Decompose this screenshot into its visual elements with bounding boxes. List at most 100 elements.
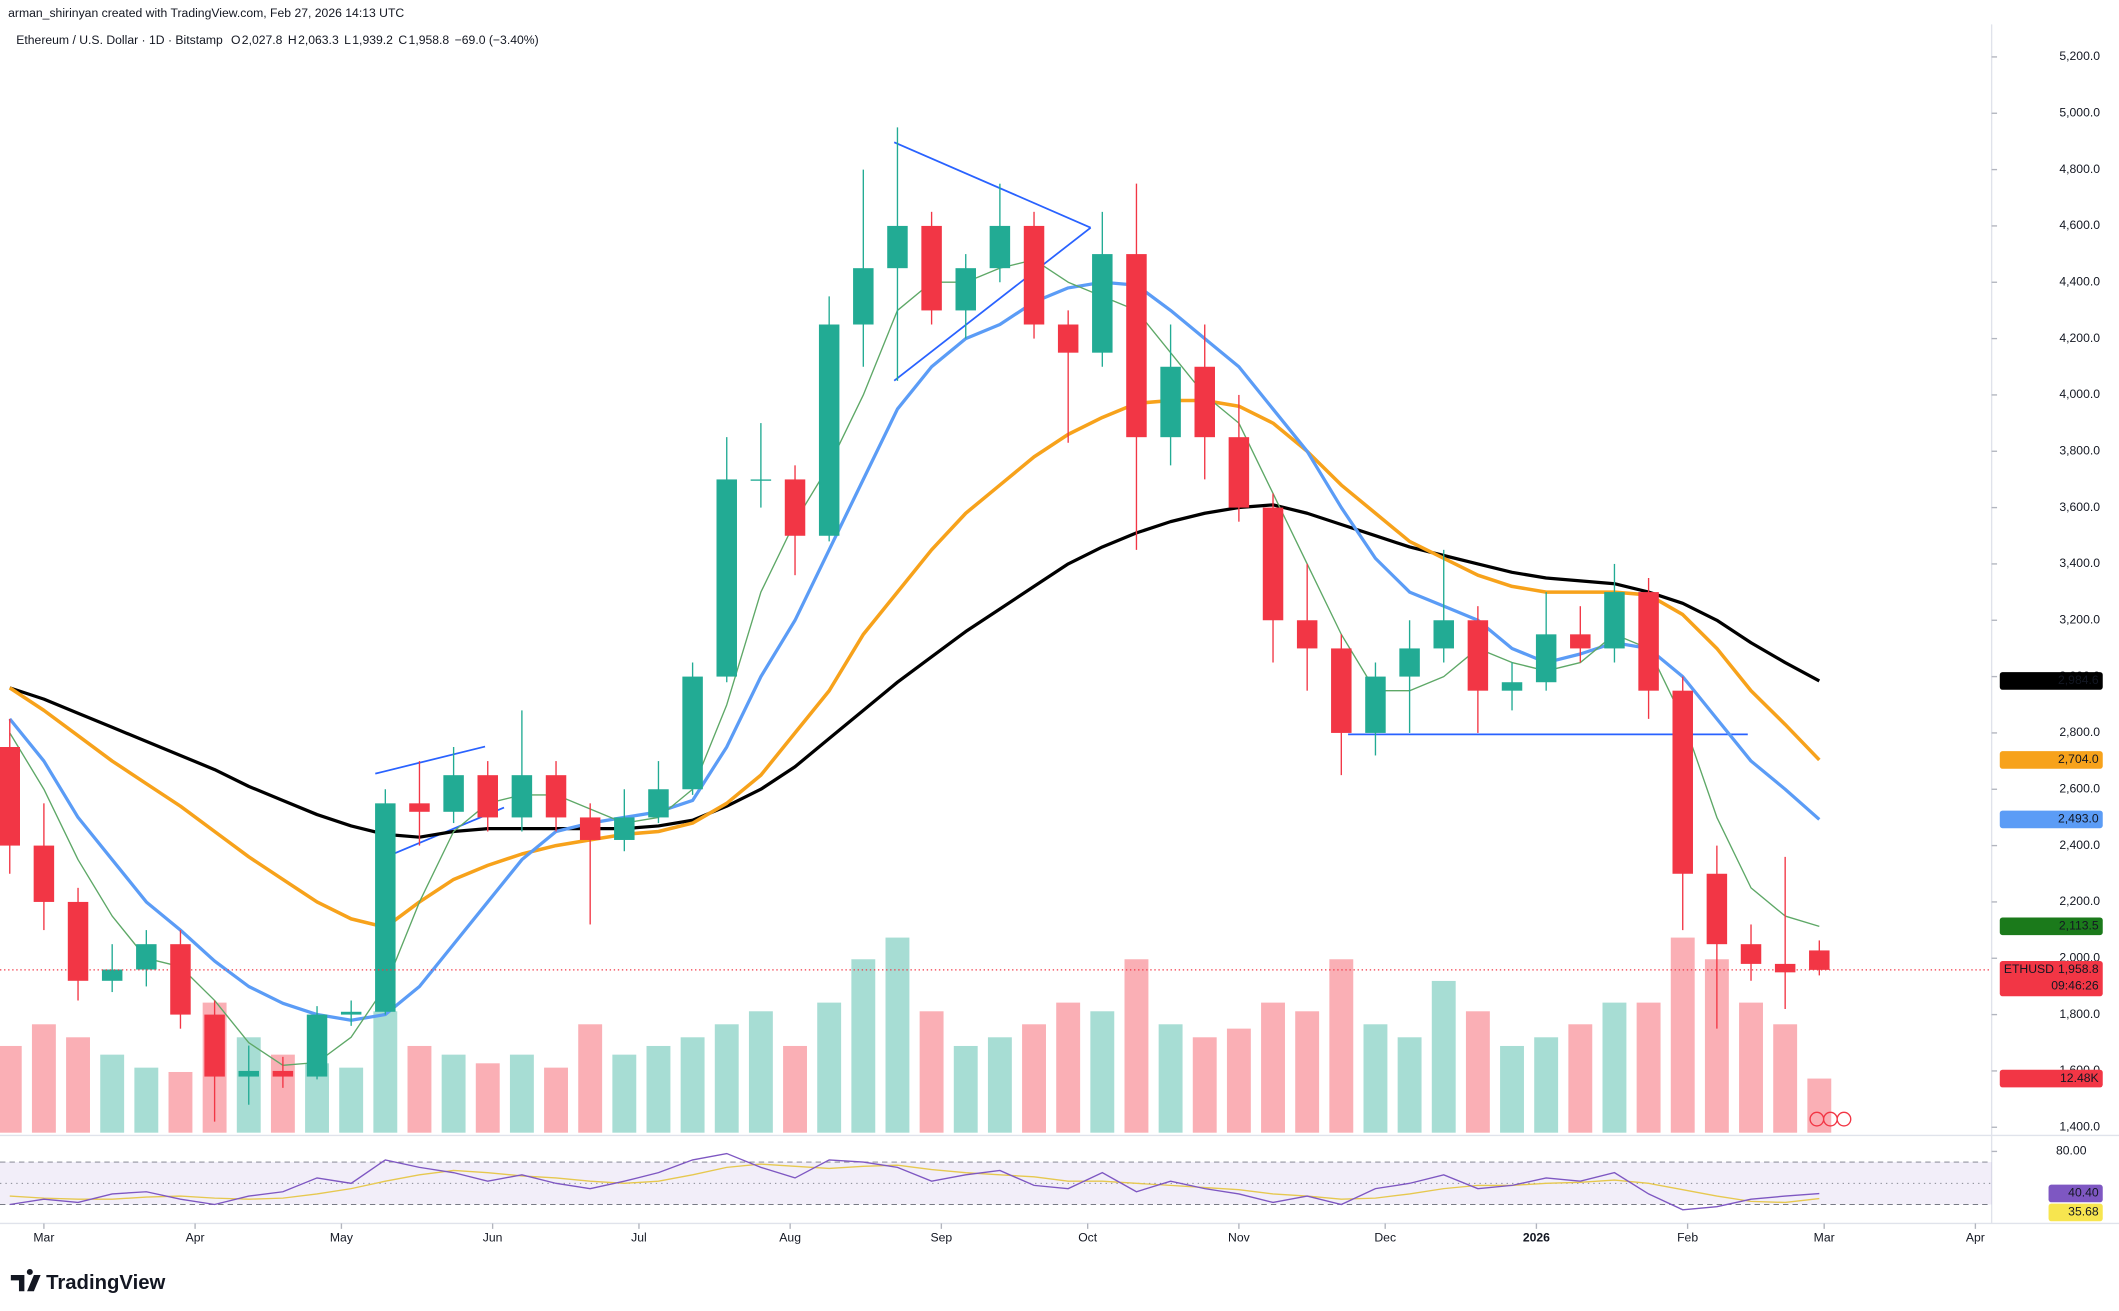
- ohlc-value: 2,063.3: [298, 33, 339, 47]
- candle-body: [887, 225, 908, 269]
- candle-body: [443, 775, 464, 812]
- y-tick-label: 5,200.0: [2059, 49, 2100, 63]
- volume-bar: [987, 1037, 1012, 1133]
- countdown: 09:46:26: [2051, 978, 2099, 992]
- last-price-label: 1,958.8: [2058, 962, 2099, 976]
- candle-body: [818, 324, 840, 536]
- candle-body: [238, 1070, 259, 1077]
- candle-body: [1672, 690, 1693, 874]
- volume-tag-label: 12.48K: [2060, 1071, 2099, 1085]
- price-tag-label: 2,704.0: [2058, 752, 2099, 766]
- x-tick-label: Mar: [1814, 1231, 1835, 1245]
- volume-bar: [1192, 1037, 1217, 1133]
- volume-bar: [646, 1045, 671, 1133]
- price-tag-label: 2,113.5: [2059, 919, 2099, 933]
- candle-body: [306, 1014, 328, 1077]
- trend-line: [893, 226, 1092, 382]
- candle-body: [545, 775, 567, 818]
- candle-body: [1296, 620, 1318, 649]
- candle-body: [1331, 648, 1352, 733]
- ohlc-key: O: [231, 33, 240, 47]
- candle-body: [1638, 592, 1659, 691]
- candle-body: [375, 803, 396, 1012]
- volume-bar: [1226, 1028, 1251, 1133]
- x-tick-label: Nov: [1228, 1231, 1251, 1245]
- last-price-tag: [1999, 961, 2103, 997]
- y-tick-label: 4,000.0: [2059, 387, 2100, 401]
- volume-bar: [1807, 1078, 1832, 1133]
- x-tick-label: Apr: [186, 1231, 205, 1245]
- price-tag-label: 2,984.6: [2058, 673, 2099, 687]
- volume-bar: [953, 1045, 978, 1133]
- x-tick-label: 2026: [1523, 1231, 1550, 1245]
- volume-bar: [0, 1045, 22, 1133]
- candle-body: [1501, 682, 1523, 691]
- candle-body: [0, 747, 20, 846]
- x-tick-label: Oct: [1078, 1231, 1098, 1245]
- volume-bar: [1261, 1002, 1285, 1133]
- candle-body: [477, 775, 498, 818]
- x-tick-label: Dec: [1374, 1231, 1396, 1245]
- candle-body: [33, 845, 55, 902]
- candle-body: [1160, 366, 1181, 438]
- candle-body: [750, 479, 772, 481]
- volume-bar: [1739, 1002, 1763, 1133]
- x-tick-label: May: [330, 1231, 354, 1245]
- rsi-ma: [9, 1163, 1820, 1204]
- candle-body: [1262, 507, 1284, 621]
- volume-bar: [1295, 1011, 1320, 1133]
- candle-body: [409, 803, 430, 812]
- volume-bar: [100, 1054, 125, 1133]
- x-tick-label: Sep: [931, 1231, 953, 1245]
- event-icon: [1836, 1111, 1852, 1127]
- candle-body: [579, 817, 601, 840]
- y-tick-label: 1,800.0: [2059, 1007, 2100, 1021]
- candle-body: [1604, 592, 1625, 649]
- volume-bar: [1704, 959, 1729, 1133]
- volume-bar: [1773, 1024, 1798, 1133]
- moving-average: [8, 280, 1821, 1022]
- volume-bar: [1090, 1011, 1115, 1133]
- y-tick-label: 2,600.0: [2059, 781, 2100, 795]
- candle-body: [1092, 254, 1113, 353]
- y-tick-label: 4,600.0: [2059, 218, 2100, 232]
- candle-body: [1740, 944, 1762, 964]
- volume-bar: [1329, 959, 1354, 1133]
- candle-body: [170, 944, 191, 1015]
- y-tick-label: 2,800.0: [2059, 725, 2100, 739]
- ohlc-key: C: [398, 33, 407, 47]
- volume-bar: [1158, 1024, 1183, 1133]
- y-tick-label: 2,400.0: [2059, 838, 2100, 852]
- candle-body: [1194, 366, 1215, 438]
- volume-bar: [885, 937, 910, 1133]
- candle-body: [1228, 437, 1250, 508]
- x-tick-label: Jul: [631, 1231, 647, 1245]
- volume-bar: [66, 1037, 90, 1133]
- candle-body: [1809, 950, 1830, 970]
- volume-bar: [1534, 1037, 1559, 1133]
- ohlc-value: 1,939.2: [352, 33, 393, 47]
- candle-body: [989, 225, 1011, 269]
- candle-body: [1057, 324, 1079, 353]
- volume-tag: [1999, 1069, 2103, 1088]
- moving-average: [9, 503, 1821, 839]
- event-icons: [1809, 1111, 1852, 1127]
- ohlc-key: H: [288, 33, 297, 47]
- x-tick-label: Aug: [779, 1231, 801, 1245]
- volume-bar: [509, 1054, 534, 1133]
- volume-bar: [748, 1011, 773, 1133]
- credit: arman_shirinyan created with TradingView…: [8, 6, 404, 20]
- candle-body: [340, 1011, 362, 1015]
- ohlc-value: 1,958.8: [409, 33, 450, 47]
- volume-bar: [783, 1045, 807, 1133]
- candle-body: [682, 676, 703, 790]
- candle-body: [784, 479, 806, 536]
- volume-bar: [1465, 1011, 1490, 1133]
- y-tick-label: 3,400.0: [2059, 556, 2100, 570]
- moving-average: [8, 398, 1821, 930]
- price-tag-label: 2,493.0: [2058, 812, 2099, 826]
- ohlc-key: L: [344, 33, 351, 47]
- volume-bar: [1602, 1002, 1627, 1133]
- rsi-tag-label: 40.40: [2068, 1186, 2099, 1200]
